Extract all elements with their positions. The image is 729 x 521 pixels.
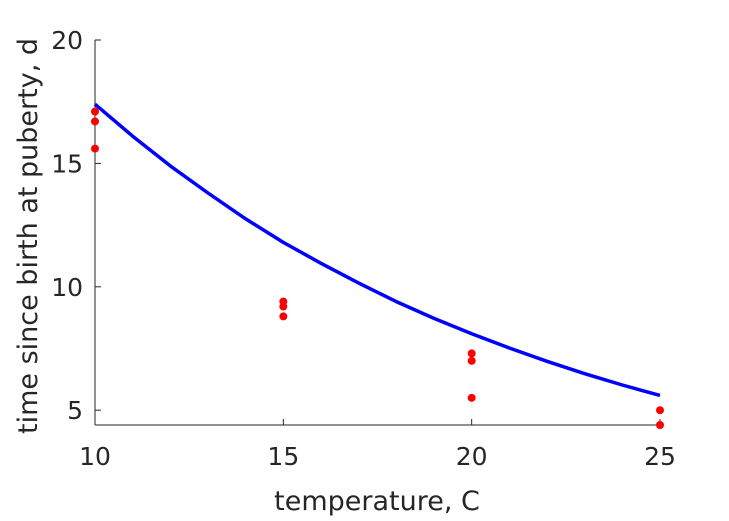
model-curve xyxy=(93,102,661,398)
y-tick-label: 10 xyxy=(51,273,83,302)
axes xyxy=(94,40,660,426)
data-point xyxy=(279,302,288,311)
x-ticks: 10 15 20 25 xyxy=(79,419,676,471)
x-tick-label: 20 xyxy=(456,442,488,471)
x-tick-label: 10 xyxy=(79,442,111,471)
y-tick-label: 5 xyxy=(67,396,83,425)
data-point xyxy=(91,144,99,153)
data-point xyxy=(467,356,476,365)
data-point xyxy=(279,312,288,321)
y-ticks: 5 10 15 20 xyxy=(51,26,101,425)
plot-area xyxy=(91,102,664,429)
y-tick-label: 15 xyxy=(51,149,83,178)
data-point xyxy=(91,107,99,116)
data-point xyxy=(91,117,99,126)
y-tick-label: 20 xyxy=(51,26,83,55)
data-point xyxy=(656,406,664,415)
data-point xyxy=(467,349,476,358)
x-tick-label: 25 xyxy=(644,442,676,471)
data-point xyxy=(656,421,664,429)
x-tick-label: 15 xyxy=(267,442,299,471)
y-axis-label: time since birth at puberty, d xyxy=(13,38,44,434)
x-axis-label: temperature, C xyxy=(274,486,480,517)
data-point xyxy=(467,393,476,402)
